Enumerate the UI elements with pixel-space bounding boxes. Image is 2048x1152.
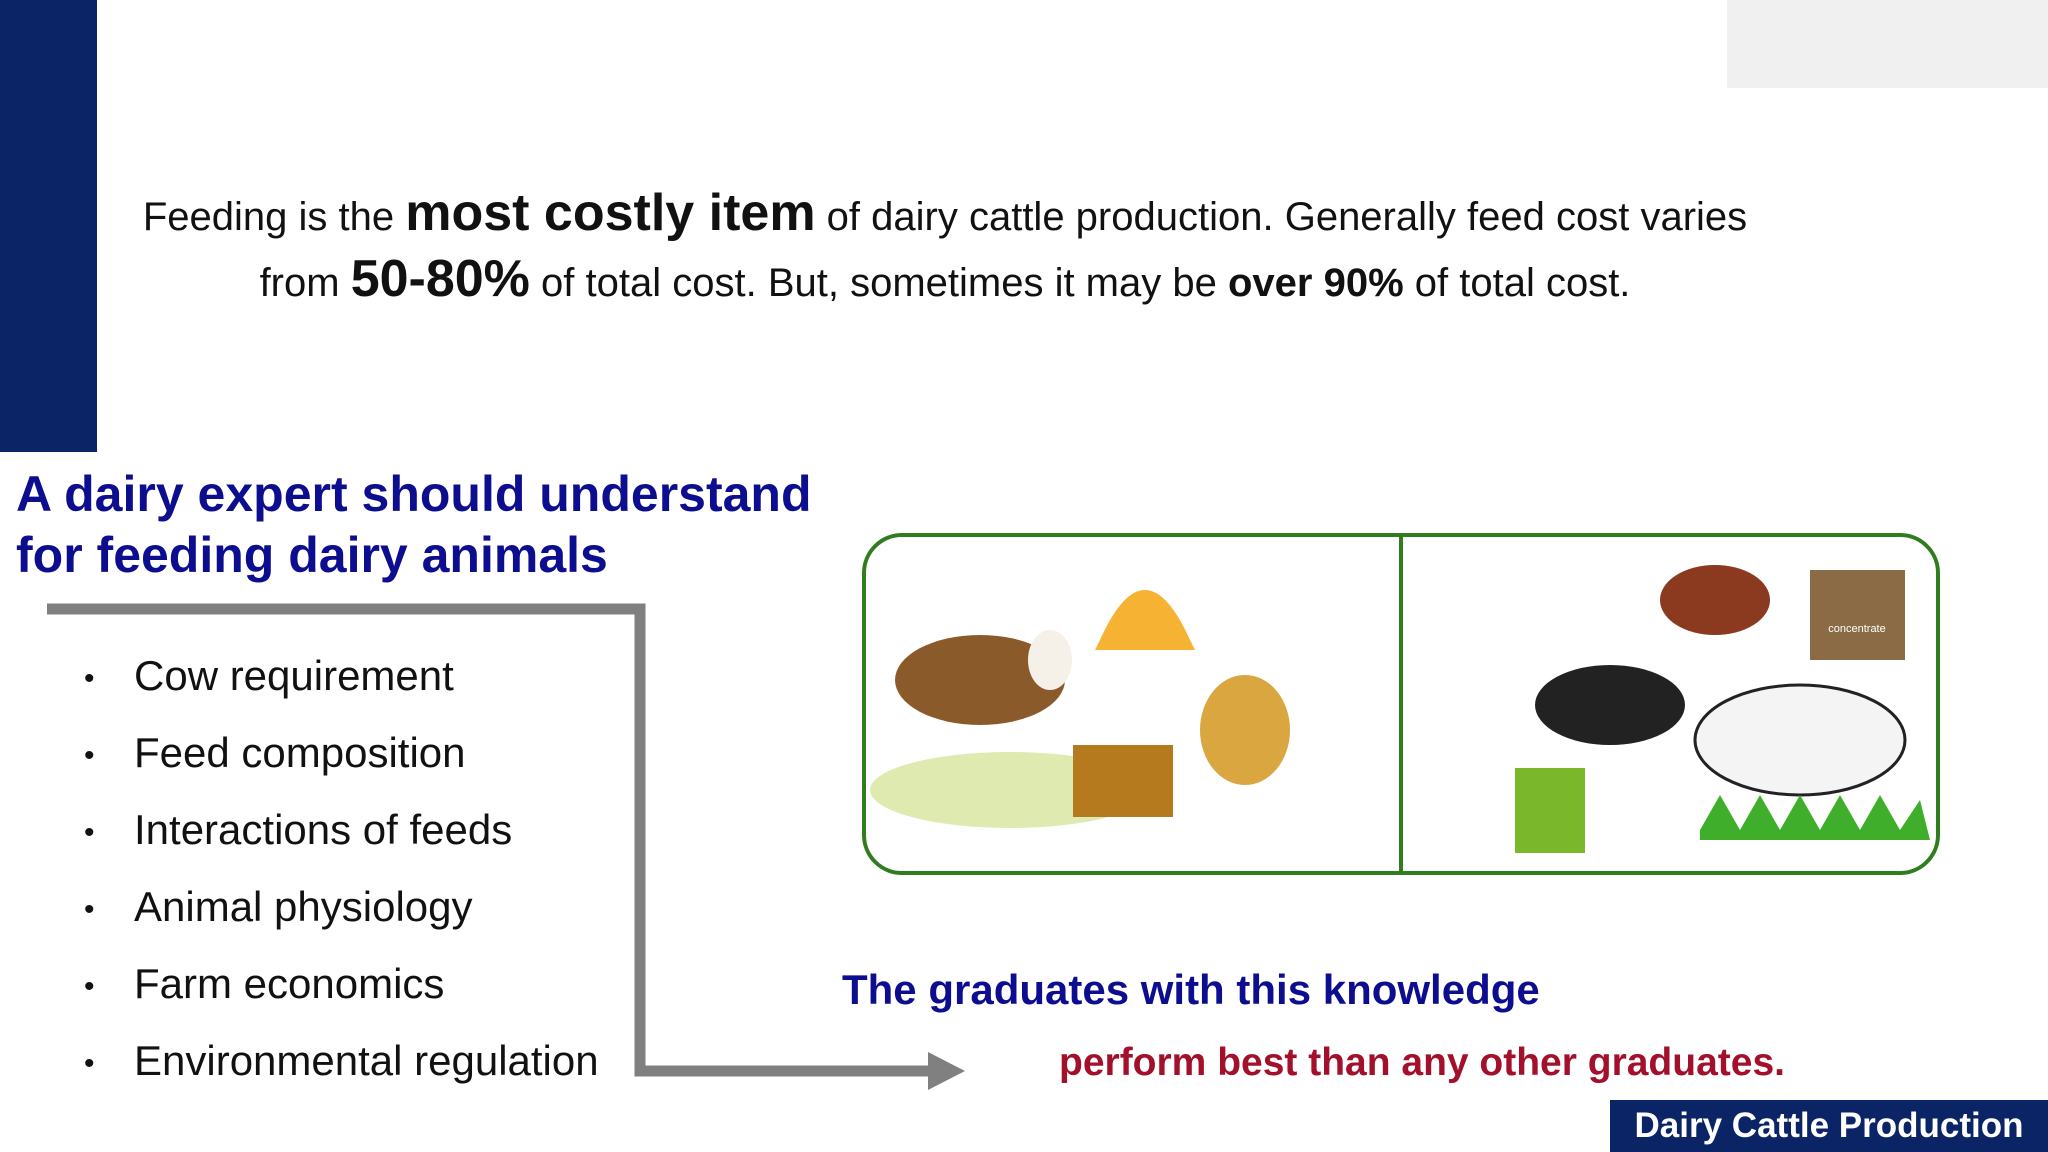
bullet-text: Cow requirement [134,652,454,699]
cow [1535,665,1685,745]
conclusion-line: perform best than any other graduates. [1059,1041,1785,1084]
intro-emphasis: over 90% [1227,261,1404,305]
cow [1693,683,1907,797]
goat [1200,675,1290,785]
intro-emphasis: most costly item [405,184,816,242]
corner-box [1727,0,2048,88]
intro-segment: of total cost. [1403,261,1631,305]
bullet-dot: • [84,892,95,926]
bullet-text: Animal physiology [134,883,473,930]
bag-label: concentrate [1828,623,1885,635]
intro-segment: of total cost. But, sometimes it may be [529,261,1228,305]
cow [895,635,1065,725]
cow-head [1028,630,1072,690]
bullet-item: • Farm economics [84,960,444,1008]
cow [1660,565,1770,635]
haystack [1095,590,1195,650]
heading: for feeding dairy animals [16,527,608,583]
intro-segment: of dairy cattle production. Generally fe… [259,195,1748,305]
bullet-item: • Feed composition [84,729,466,777]
conclusion-line: The graduates with this knowledge [842,966,1540,1013]
bullet-text: Interactions of feeds [134,806,513,853]
side-bar [0,0,97,452]
bullet-item: • Cow requirement [84,652,454,700]
bullet-item: • Environmental regulation [84,1037,599,1085]
pasture [1700,795,1930,840]
bullet-dot: • [84,815,95,849]
bullet-dot: • [84,661,95,695]
arrow-head [928,1052,965,1090]
bullet-text: Feed composition [134,729,466,776]
footer: Dairy Cattle Production [1610,1100,2048,1152]
intro-emphasis: 50-80% [350,250,530,308]
intro-text: Feeding is the most costly item of dairy… [105,182,1785,314]
hay-bale [1073,745,1173,817]
bullet-item: • Interactions of feeds [84,806,512,854]
bullet-dot: • [84,969,95,1003]
bullet-text: Farm economics [134,960,445,1007]
bullet-dot: • [84,1046,95,1080]
intro-segment: Feeding is the [142,195,406,239]
concentrate-bag [1810,570,1905,660]
connector [47,603,935,1077]
feed-sack [1515,768,1585,853]
bullet-item: • Animal physiology [84,883,473,931]
bullet-text: Environmental regulation [134,1037,599,1084]
heading: A dairy expert should understand [16,466,812,522]
bullet-dot: • [84,738,95,772]
